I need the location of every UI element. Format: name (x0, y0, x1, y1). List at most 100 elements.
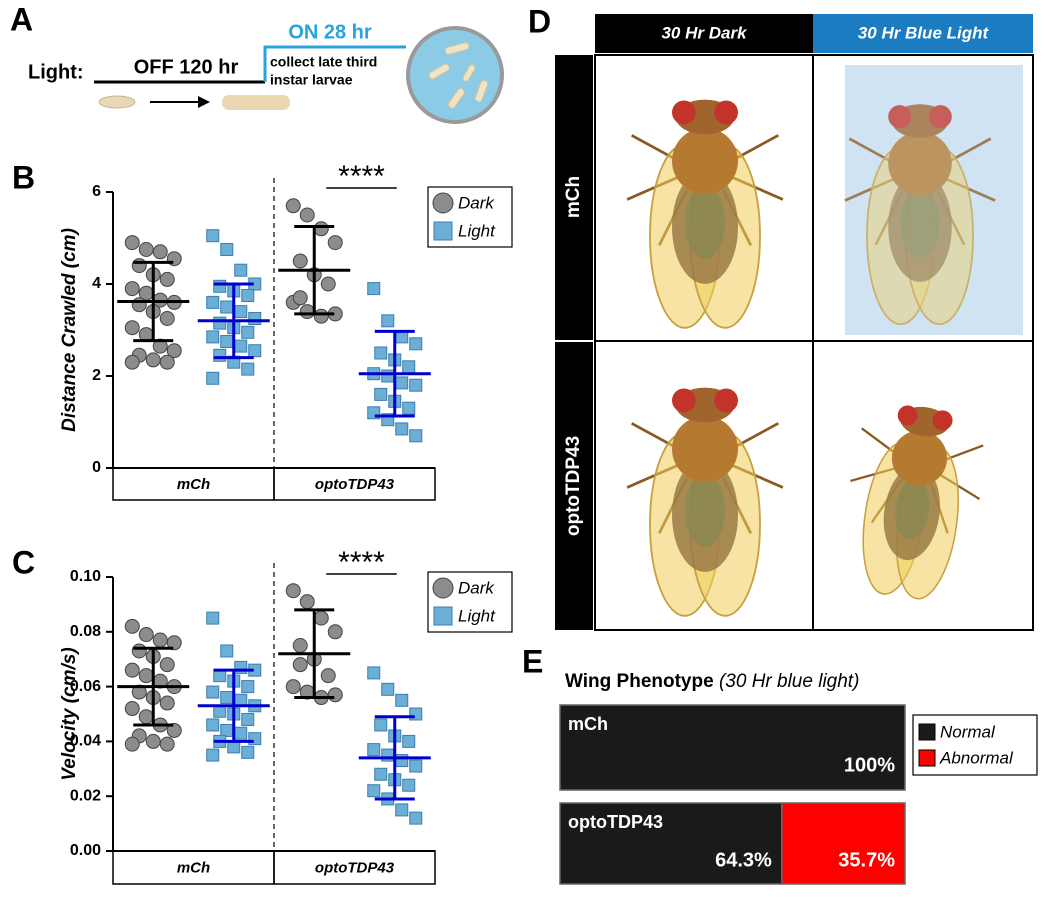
data-point (234, 726, 248, 740)
bar-segment (559, 802, 783, 885)
data-point (131, 643, 147, 659)
data-point (241, 362, 255, 376)
data-point (241, 289, 255, 302)
data-point (367, 784, 381, 798)
y-tick-label: 0.04 (70, 733, 101, 750)
y-tick-label: 0.02 (70, 787, 101, 804)
data-point (206, 330, 220, 344)
legend-label: Dark (458, 193, 495, 212)
fly-photo (834, 396, 993, 607)
y-tick-label: 4 (92, 275, 101, 292)
data-point (206, 229, 220, 243)
data-point (381, 682, 395, 696)
data-point (367, 666, 381, 680)
data-point (206, 748, 220, 762)
collect-text: instar larvae (270, 72, 353, 88)
group-box (273, 850, 436, 885)
off-label: OFF 120 hr (134, 56, 239, 78)
data-point (313, 610, 329, 626)
y-tick-label: 0.00 (70, 842, 101, 859)
arrow-head (198, 96, 210, 108)
data-point (131, 258, 147, 274)
column-label: 30 Hr Blue Light (858, 23, 990, 42)
row-label: mCh (563, 176, 584, 218)
group-label: optoTDP43 (315, 859, 395, 876)
legend-label: Dark (458, 578, 495, 597)
panel-label: E (522, 643, 543, 679)
data-point (124, 281, 140, 297)
data-point (299, 207, 315, 223)
data-point (234, 305, 248, 319)
group-label: optoTDP43 (315, 476, 395, 493)
data-point (374, 767, 388, 781)
data-point (367, 743, 381, 757)
data-point (374, 387, 388, 401)
data-point (402, 778, 416, 792)
subtitle: (30 Hr blue light) (719, 671, 859, 692)
data-point (159, 271, 175, 287)
data-point (206, 611, 220, 625)
data-point (381, 314, 395, 328)
data-point (313, 221, 329, 237)
data-point (138, 627, 154, 643)
data-point (292, 290, 308, 306)
data-point (159, 695, 175, 711)
data-point (124, 618, 140, 634)
larva (222, 95, 290, 110)
data-point (241, 680, 255, 694)
data-point (159, 354, 175, 370)
data-point (367, 282, 381, 296)
data-point (327, 687, 343, 703)
data-point (220, 335, 234, 348)
data-point (138, 242, 154, 257)
data-point (213, 348, 227, 362)
group-label: mCh (177, 859, 210, 876)
data-point (206, 685, 220, 699)
data-point (145, 733, 161, 749)
y-tick-label: 0.06 (70, 678, 101, 695)
data-point (152, 244, 168, 260)
y-tick-label: 0.10 (70, 568, 101, 585)
data-point (381, 369, 395, 383)
data-point (124, 701, 140, 717)
data-point (402, 360, 416, 374)
legend-label: Light (458, 221, 496, 240)
panel-label: D (528, 3, 551, 39)
data-point (124, 736, 140, 752)
legend-marker (433, 606, 453, 626)
fly-photo (625, 386, 785, 618)
legend-label: Light (458, 606, 496, 625)
bar-segment (781, 802, 906, 885)
data-point (241, 325, 255, 339)
significance-label: **** (338, 546, 385, 579)
legend-label: Normal (940, 722, 996, 741)
data-point (213, 279, 227, 293)
data-point (299, 304, 315, 320)
panel-label: A (10, 1, 33, 37)
data-point (241, 712, 255, 726)
bar-category-label: optoTDP43 (568, 812, 663, 832)
data-point (402, 734, 416, 748)
larvae-in-dish (428, 42, 489, 109)
data-point (320, 276, 336, 292)
column-header (813, 14, 1033, 53)
petri-dish (406, 26, 504, 124)
legend-label: Abnormal (939, 748, 1014, 767)
data-point (248, 312, 262, 325)
data-point (131, 297, 147, 313)
data-point (159, 311, 175, 326)
data-point (152, 632, 168, 648)
data-point (124, 662, 140, 678)
data-point (374, 346, 388, 360)
data-point (159, 657, 175, 673)
value-label: 100% (844, 754, 895, 776)
data-point (220, 723, 234, 737)
group-label: mCh (177, 476, 210, 493)
data-point (220, 691, 234, 705)
data-point (220, 243, 234, 256)
group-box (273, 467, 436, 501)
data-point (124, 354, 140, 370)
data-point (409, 378, 423, 392)
data-point (374, 718, 388, 732)
